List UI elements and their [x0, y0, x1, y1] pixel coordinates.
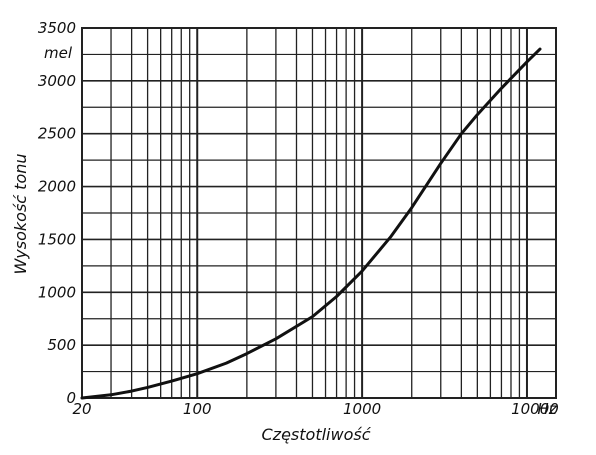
y-tick-label: 500	[47, 336, 76, 354]
y-tick-label: 0	[66, 389, 76, 407]
series-line	[80, 47, 542, 400]
grid	[81, 27, 557, 399]
y-axis-unit: mel	[44, 44, 73, 62]
x-axis-label: Częstotliwość	[262, 425, 372, 444]
x-axis-unit: Hz	[537, 400, 557, 418]
x-tick-label: 1000	[343, 400, 381, 418]
y-tick-label: 2000	[38, 178, 76, 196]
x-tick-label: 10000	[511, 400, 559, 418]
y-tick-label: 2500	[38, 125, 76, 143]
tick-labels: 0 500 1000 1500 2000 2500 3000 3500 20 100 1000 100…	[38, 19, 559, 418]
y-tick-label: 3000	[38, 72, 76, 90]
series-group	[80, 47, 542, 400]
y-axis-label: Wysokość tonu	[11, 153, 30, 274]
x-tick-label: 100	[183, 400, 212, 418]
x-tick-label: 20	[72, 400, 91, 418]
y-tick-label: 1500	[38, 230, 76, 248]
y-tick-label: 3500	[38, 19, 76, 37]
y-tick-label: 1000	[38, 283, 76, 301]
